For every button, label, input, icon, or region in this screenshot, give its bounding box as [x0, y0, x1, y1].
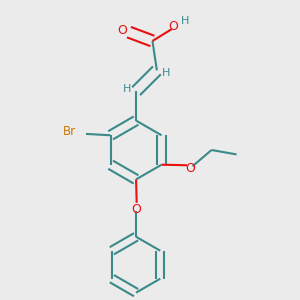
Text: Br: Br [63, 125, 76, 138]
Text: H: H [162, 68, 170, 79]
Text: H: H [123, 84, 131, 94]
Text: O: O [185, 162, 195, 175]
Text: O: O [117, 24, 127, 37]
Text: O: O [168, 20, 178, 33]
Text: O: O [131, 203, 141, 216]
Text: H: H [180, 16, 189, 26]
